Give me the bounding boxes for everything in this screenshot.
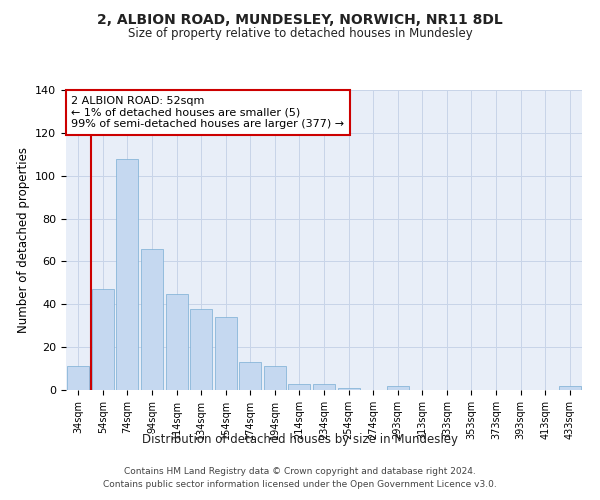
Text: Size of property relative to detached houses in Mundesley: Size of property relative to detached ho… bbox=[128, 28, 472, 40]
Text: 2 ALBION ROAD: 52sqm
← 1% of detached houses are smaller (5)
99% of semi-detache: 2 ALBION ROAD: 52sqm ← 1% of detached ho… bbox=[71, 96, 344, 129]
Bar bbox=[559, 386, 581, 390]
Text: Contains HM Land Registry data © Crown copyright and database right 2024.: Contains HM Land Registry data © Crown c… bbox=[124, 468, 476, 476]
Bar bbox=[338, 388, 359, 390]
Text: 2, ALBION ROAD, MUNDESLEY, NORWICH, NR11 8DL: 2, ALBION ROAD, MUNDESLEY, NORWICH, NR11… bbox=[97, 12, 503, 26]
Bar bbox=[166, 294, 188, 390]
Bar bbox=[67, 366, 89, 390]
Bar bbox=[215, 317, 237, 390]
Bar bbox=[264, 366, 286, 390]
Bar bbox=[289, 384, 310, 390]
Bar bbox=[190, 308, 212, 390]
Bar bbox=[313, 384, 335, 390]
Bar bbox=[92, 290, 114, 390]
Text: Distribution of detached houses by size in Mundesley: Distribution of detached houses by size … bbox=[142, 432, 458, 446]
Bar bbox=[141, 248, 163, 390]
Bar bbox=[386, 386, 409, 390]
Text: Contains public sector information licensed under the Open Government Licence v3: Contains public sector information licen… bbox=[103, 480, 497, 489]
Bar bbox=[239, 362, 262, 390]
Y-axis label: Number of detached properties: Number of detached properties bbox=[17, 147, 29, 333]
Bar bbox=[116, 158, 139, 390]
